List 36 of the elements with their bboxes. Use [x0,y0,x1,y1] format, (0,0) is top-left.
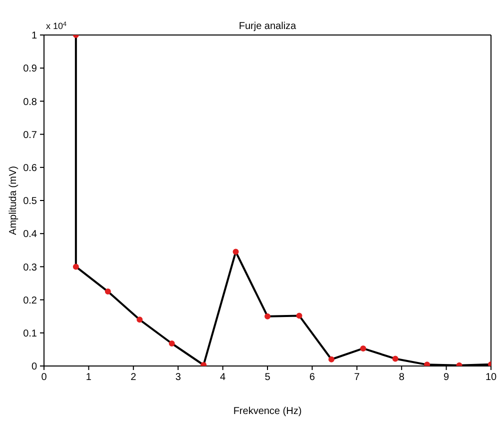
x-tick-label: 0 [41,372,48,384]
y-tick-label: 0.1 [23,328,38,340]
x-tick-label: 9 [444,372,450,384]
y-tick-label: 0.7 [23,130,38,141]
y-tick-label: 0.3 [23,262,38,274]
y-axis-title: Amplituda (mV) [8,166,19,235]
text: x 10$^{4}$ [46,20,68,31]
x-tick-label: 5 [264,372,271,384]
point [328,356,334,362]
x-tick-label: 4 [220,372,226,384]
point [296,312,302,319]
y-tick-label: 0.8 [23,96,38,108]
y-tick-label: 0.4 [23,229,38,240]
y-tick-label: 0.9 [23,64,38,75]
point [264,313,270,320]
y-tick-label: 0.5 [23,196,38,208]
point [392,356,398,362]
point [168,340,175,346]
y-tick-label: 0.6 [23,162,38,174]
point [232,248,239,255]
x-tick-label: 1 [86,372,92,384]
x-tick-label: 6 [309,372,316,384]
point [136,316,143,323]
x-axis-title: Frekvence (Hz) [233,406,302,417]
point [104,288,111,295]
x-tick-label: 2 [130,372,137,384]
point [360,345,366,352]
y-tick-label: 0.2 [23,295,38,306]
x-tick-label: 10 [485,372,497,384]
y-tick-label: 1 [31,30,38,42]
chart-title: Furje analiza [238,21,297,32]
point [72,264,79,270]
y-tick-label: 0 [31,362,38,373]
x-tick-label: 3 [175,372,182,384]
x-tick-label: 8 [398,372,405,384]
x-tick-label: 7 [354,372,360,384]
